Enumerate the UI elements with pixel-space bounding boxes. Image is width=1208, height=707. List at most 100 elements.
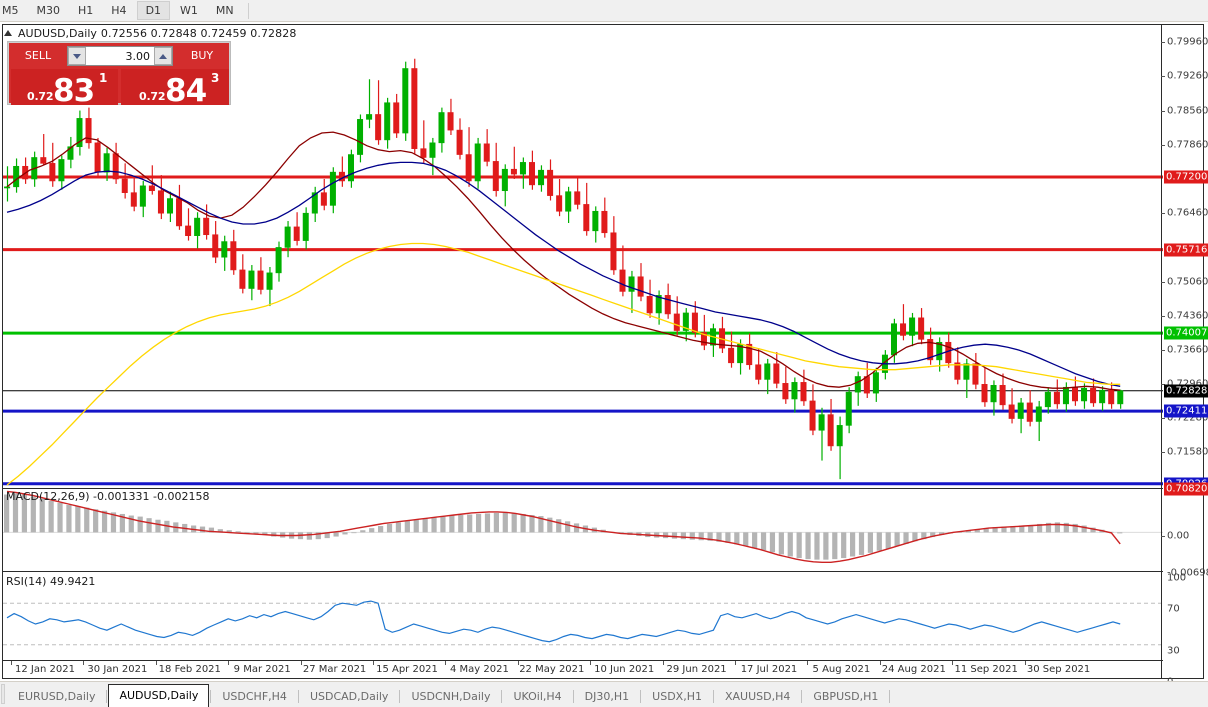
- price-tick-label: 0.75060: [1167, 276, 1208, 288]
- date-axis-label: 18 Feb 2021: [158, 664, 221, 675]
- candle-body: [619, 269, 626, 292]
- buy-button[interactable]: BUY: [177, 46, 227, 66]
- chart-tab-audusd-daily[interactable]: AUDUSD,Daily: [108, 684, 210, 707]
- price-tag-resistance[interactable]: 0.77200: [1164, 170, 1208, 184]
- chart-tab-eurusd-daily[interactable]: EURUSD,Daily: [18, 690, 96, 703]
- chart-tab-usdchf-h4[interactable]: USDCHF,H4: [222, 690, 287, 703]
- price-tag-last-price[interactable]: 0.72828: [1164, 384, 1208, 398]
- date-tick: [807, 661, 809, 665]
- macd-histogram-bar: [939, 532, 945, 535]
- candle-body: [764, 363, 771, 380]
- macd-histogram-bar: [475, 513, 482, 533]
- sell-button[interactable]: SELL: [13, 46, 63, 66]
- candle-body: [574, 191, 581, 205]
- rsi-label: RSI(14) 49.9421: [6, 575, 96, 588]
- volume-stepper[interactable]: 3.00: [67, 46, 173, 66]
- candle-body: [972, 363, 979, 385]
- macd-histogram-bar: [725, 532, 731, 543]
- timeframe-h4[interactable]: H4: [111, 4, 127, 17]
- macd-histogram-bar: [493, 512, 499, 533]
- volume-input[interactable]: 3.00: [125, 49, 151, 63]
- macd-histogram-bar: [867, 532, 874, 553]
- macd-histogram-bar: [458, 515, 464, 533]
- moving-average-line: [6, 161, 1121, 387]
- rsi-axis-label: 30: [1167, 645, 1180, 657]
- candle-body: [329, 171, 336, 206]
- macd-histogram-bar: [760, 532, 767, 551]
- sell-price-fraction: 1: [99, 71, 108, 85]
- chart-tab-ukoil-h4[interactable]: UKOil,H4: [513, 690, 562, 703]
- sell-price-display[interactable]: 0.72 83 1: [11, 69, 118, 105]
- macd-histogram-bar: [342, 532, 348, 535]
- candle-body: [366, 114, 373, 120]
- candle-body: [429, 142, 436, 158]
- price-tag-resistance[interactable]: 0.75716: [1164, 243, 1208, 257]
- timeframe-d1[interactable]: D1: [136, 1, 171, 20]
- timeframe-m30[interactable]: M30: [36, 4, 61, 17]
- candle-body: [1035, 406, 1042, 422]
- price-tag-bid-line[interactable]: 0.72411: [1164, 404, 1208, 418]
- buy-price-fraction: 3: [211, 71, 220, 85]
- macd-histogram-bar: [814, 532, 820, 560]
- macd-histogram-bar: [885, 532, 891, 549]
- macd-histogram-bar: [378, 526, 384, 533]
- timeframe-w1[interactable]: W1: [180, 4, 198, 17]
- rsi-pane[interactable]: [3, 571, 1163, 677]
- macd-histogram-bar: [716, 532, 722, 542]
- volume-increment-button[interactable]: [154, 47, 172, 65]
- price-chart-pane[interactable]: [3, 25, 1163, 486]
- volume-decrement-button[interactable]: [68, 47, 86, 65]
- timeframe-toolbar: M5 M30 H1 H4 D1 W1 MN: [0, 0, 1208, 22]
- macd-histogram-bar: [271, 532, 277, 537]
- candle-body: [1026, 402, 1033, 422]
- chart-tab-gbpusd-h1[interactable]: GBPUSD,H1: [813, 690, 879, 703]
- macd-histogram-bar: [983, 528, 989, 533]
- macd-histogram-bar: [707, 532, 713, 541]
- timeframe-h1[interactable]: H1: [78, 4, 94, 17]
- candle-body: [194, 217, 201, 237]
- chart-tab-xauusd-h4[interactable]: XAUUSD,H4: [724, 690, 791, 703]
- chart-tab-usdx-h1[interactable]: USDX,H1: [652, 690, 702, 703]
- tab-scroll-handle[interactable]: [1, 684, 5, 704]
- candle-body: [40, 157, 47, 164]
- macd-histogram-bar: [903, 532, 909, 544]
- timeframe-mn[interactable]: MN: [215, 4, 234, 17]
- macd-histogram-bar: [84, 507, 90, 533]
- candle-body: [827, 414, 834, 447]
- candle-body: [872, 372, 879, 394]
- candle-body: [1081, 387, 1088, 402]
- macd-histogram-bar: [573, 523, 580, 533]
- price-tick: [1161, 451, 1165, 453]
- macd-histogram-bar: [315, 532, 321, 540]
- chart-tab-usdcad-daily[interactable]: USDCAD,Daily: [309, 690, 389, 703]
- candle-body: [592, 210, 599, 232]
- macd-histogram-bar: [137, 516, 143, 533]
- macd-axis-label: -0.00698: [1167, 567, 1208, 579]
- candle-body: [863, 376, 870, 394]
- candle-body: [347, 154, 354, 182]
- collapse-triangle-icon[interactable]: [4, 30, 12, 36]
- price-axis[interactable]: 0.79960 0.79260 0.78560 0.77860 0.76460 0.750…: [1161, 25, 1208, 688]
- timeframe-m5[interactable]: M5: [2, 4, 19, 17]
- rsi-axis-label: 100: [1167, 572, 1187, 584]
- price-tag-support-red[interactable]: 0.70820: [1164, 482, 1208, 496]
- macd-histogram-bar: [208, 527, 215, 533]
- macd-pane[interactable]: [3, 488, 1163, 570]
- candle-body: [1108, 389, 1115, 405]
- price-tag-support-green[interactable]: 0.74007: [1164, 326, 1208, 340]
- candle-body: [655, 295, 662, 314]
- date-axis[interactable]: 12 Jan 2021 30 Jan 2021 18 Feb 2021 9 Mar 2…: [3, 660, 1163, 679]
- date-tick: [11, 661, 12, 665]
- toolbar-divider: [247, 2, 249, 19]
- macd-histogram-bar: [921, 532, 927, 540]
- chart-tab-dj30-h1[interactable]: DJ30,H1: [584, 690, 630, 703]
- chart-tab-usdcnh-daily[interactable]: USDCNH,Daily: [411, 690, 491, 703]
- tab-divider: [889, 690, 891, 703]
- candle-body: [1008, 404, 1015, 419]
- price-tick: [1161, 76, 1165, 78]
- chevron-up-icon: [159, 53, 167, 59]
- candle-body: [900, 323, 907, 336]
- candle-body: [293, 226, 300, 241]
- buy-price-display[interactable]: 0.72 84 3: [121, 69, 229, 105]
